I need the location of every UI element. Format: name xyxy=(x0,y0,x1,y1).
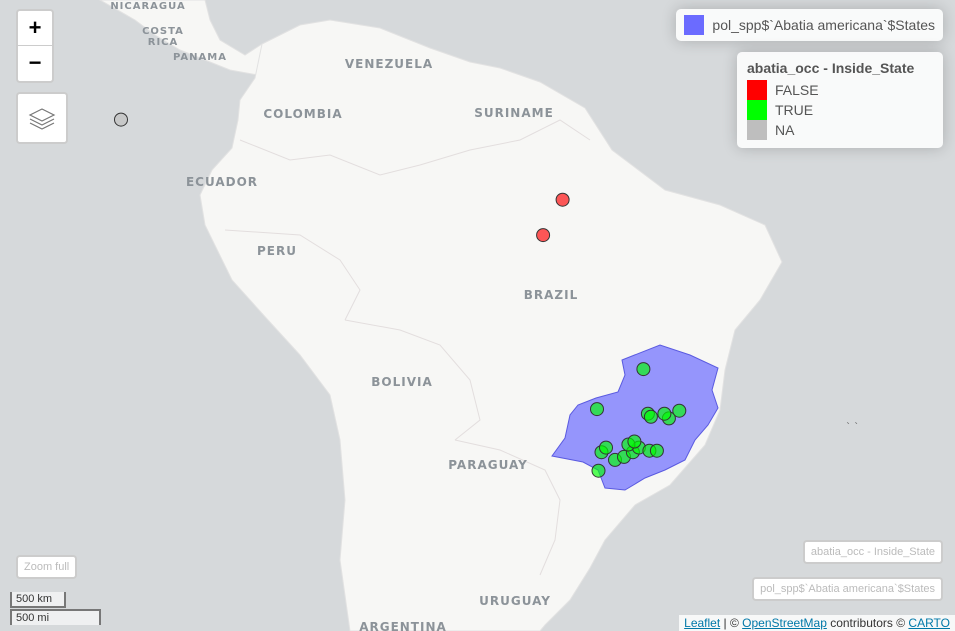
occurrence-point-true[interactable] xyxy=(627,434,642,449)
legend-item-na: NA xyxy=(747,120,933,140)
polygon-legend-label: pol_spp$`Abatia americana`$States xyxy=(712,17,935,33)
country-label-brazil: BRAZIL xyxy=(524,288,579,302)
country-label-bolivia: BOLIVIA xyxy=(371,375,433,389)
states-polygon[interactable] xyxy=(551,344,719,491)
country-label-panama: PANAMA xyxy=(173,52,227,63)
country-label-argentina: ARGENTINA xyxy=(359,620,447,631)
legend-label-false: FALSE xyxy=(775,82,819,98)
occurrence-points[interactable] xyxy=(114,112,687,478)
layers-icon xyxy=(28,108,56,130)
scale-bar-mi: 500 mi xyxy=(10,609,101,625)
zoom-control: + − xyxy=(16,9,54,83)
legend-label-na: NA xyxy=(775,122,795,138)
leaflet-link[interactable]: Leaflet xyxy=(684,616,721,630)
occurrence-point-true[interactable] xyxy=(590,402,604,417)
country-label-nicaragua: NICARAGUA xyxy=(110,1,185,12)
carto-link[interactable]: CARTO xyxy=(908,616,950,630)
occurrence-point-false[interactable] xyxy=(555,192,570,207)
occurrence-point-true[interactable] xyxy=(599,440,613,455)
country-label-suriname: SURINAME xyxy=(474,106,554,120)
points-legend: abatia_occ - Inside_State FALSE TRUE NA xyxy=(737,52,943,148)
occurrence-point-true[interactable] xyxy=(672,403,687,418)
country-label-costa: COSTA xyxy=(142,26,184,37)
zoom-full-button[interactable]: Zoom full xyxy=(16,555,78,579)
legend-swatch-true xyxy=(747,100,767,120)
occurrence-point-true[interactable] xyxy=(591,463,606,478)
toggle-polygon-layer-button[interactable]: pol_spp$`Abatia americana`$States xyxy=(752,577,943,601)
country-label-colombia: COLOMBIA xyxy=(263,107,342,121)
scale-bar-km: 500 km xyxy=(10,592,66,608)
legend-item-false: FALSE xyxy=(747,80,933,100)
occurrence-point-true[interactable] xyxy=(657,406,672,421)
points-legend-title: abatia_occ - Inside_State xyxy=(747,60,915,76)
legend-swatch-false xyxy=(747,80,767,100)
country-label-peru: PERU xyxy=(257,244,297,258)
legend-item-true: TRUE xyxy=(747,100,933,120)
zoom-out-button[interactable]: − xyxy=(28,50,42,75)
country-label-uruguay: URUGUAY xyxy=(479,594,551,608)
country-label-ecuador: ECUADOR xyxy=(186,175,258,189)
country-label-paraguay: PARAGUAY xyxy=(448,458,528,472)
country-borders xyxy=(224,119,591,576)
coast-mark: ` ` xyxy=(846,421,859,433)
polygon-legend: pol_spp$`Abatia americana`$States xyxy=(676,9,943,41)
occurrence-point-false[interactable] xyxy=(536,228,551,243)
polygon-legend-swatch xyxy=(684,15,705,35)
occurrence-point-true[interactable] xyxy=(636,362,651,377)
country-label-rica: RICA xyxy=(148,37,179,48)
occurrence-point-na[interactable] xyxy=(114,112,128,127)
toggle-points-layer-button[interactable]: abatia_occ - Inside_State xyxy=(802,540,943,564)
legend-label-true: TRUE xyxy=(775,102,814,118)
attribution: Leaflet | © OpenStreetMap contributors ©… xyxy=(679,615,955,631)
zoom-in-button[interactable]: + xyxy=(18,11,52,46)
attribution-sep-2: contributors © xyxy=(826,616,909,630)
legend-swatch-na xyxy=(747,120,767,140)
occurrence-point-true[interactable] xyxy=(649,443,664,458)
occurrence-point-true[interactable] xyxy=(643,409,658,424)
layers-button[interactable] xyxy=(16,92,68,144)
attribution-sep-1: | © xyxy=(720,616,743,630)
osm-link[interactable]: OpenStreetMap xyxy=(742,616,827,630)
country-label-venezuela: VENEZUELA xyxy=(345,57,433,71)
